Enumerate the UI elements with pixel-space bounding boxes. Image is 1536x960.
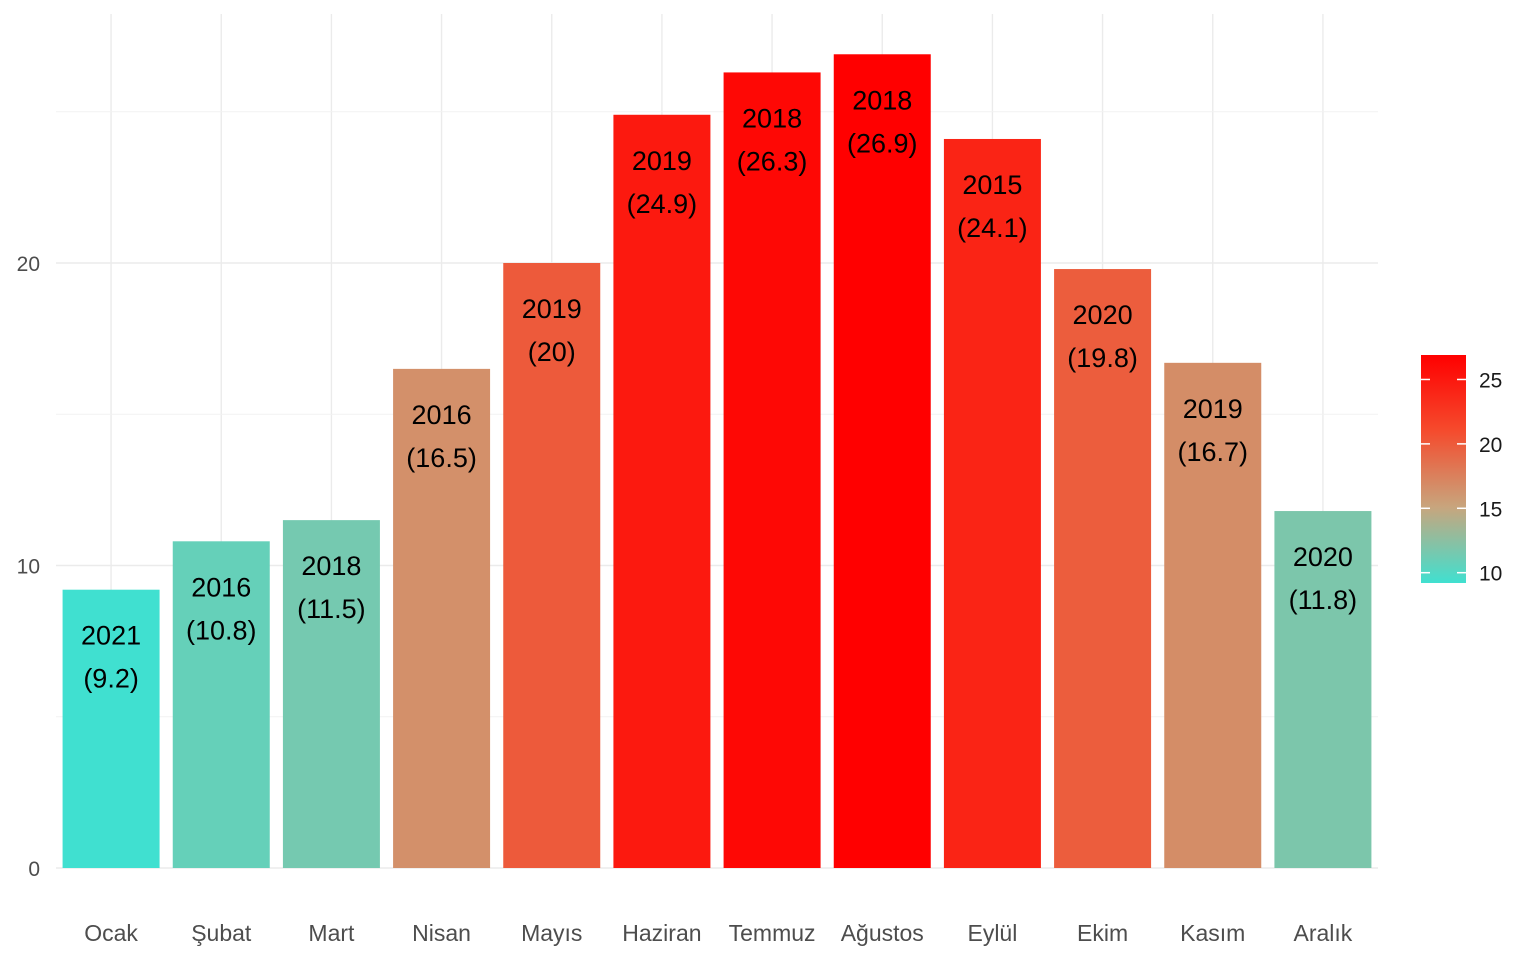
- bar-label-year: 2019: [1183, 394, 1243, 424]
- bar-5: [503, 263, 601, 868]
- x-tick-label: Ağustos: [841, 920, 924, 946]
- x-tick-label: Mayıs: [521, 920, 582, 946]
- bar-label-value: (9.2): [83, 664, 139, 694]
- x-tick-label: Temmuz: [729, 920, 816, 946]
- bar-2: [172, 541, 270, 868]
- color-legend: 10 15 20 25: [1421, 355, 1502, 586]
- colorbar-tick-label: 25: [1479, 369, 1502, 392]
- colorbar-tick-label: 10: [1479, 563, 1502, 586]
- bar-label-year: 2018: [852, 85, 912, 115]
- x-tick-label: Ocak: [84, 920, 138, 946]
- bar-label-year: 2019: [522, 294, 582, 324]
- colorbar-tick-label: 20: [1479, 434, 1502, 457]
- bar-label-year: 2015: [962, 170, 1022, 200]
- bar-10: [1054, 269, 1152, 868]
- x-tick-label: Nisan: [412, 920, 471, 946]
- bar-11: [1164, 362, 1262, 868]
- bar-label-year: 2016: [191, 572, 251, 602]
- x-tick-label: Şubat: [191, 920, 252, 946]
- bars: [62, 54, 1372, 869]
- x-tick-label: Ekim: [1077, 920, 1128, 946]
- bar-9: [943, 138, 1041, 869]
- x-tick-label: Mart: [308, 920, 355, 946]
- bar-label-year: 2020: [1073, 300, 1133, 330]
- bar-label-value: (16.7): [1177, 437, 1248, 467]
- bar-4: [393, 368, 491, 868]
- bar-3: [282, 520, 380, 868]
- bar-label-value: (11.8): [1289, 585, 1358, 615]
- bar-label-year: 2021: [81, 621, 141, 651]
- x-tick-label: Eylül: [967, 920, 1017, 946]
- y-tick-label: 20: [17, 253, 40, 276]
- colorbar: [1421, 355, 1466, 583]
- y-tick-label: 10: [17, 556, 40, 579]
- bar-label-year: 2016: [412, 400, 472, 430]
- bar-label-value: (19.8): [1067, 343, 1138, 373]
- x-axis: Ocak Şubat Mart Nisan Mayıs Haziran Temmuz Ağus…: [84, 920, 1353, 946]
- bar-label-value: (11.5): [297, 594, 366, 624]
- colorbar-tick-label: 15: [1479, 498, 1502, 521]
- bar-8: [833, 54, 931, 868]
- bar-label-year: 2018: [742, 103, 802, 133]
- bar-label-value: (16.5): [406, 443, 477, 473]
- bar-12: [1274, 511, 1372, 868]
- bar-6: [613, 114, 711, 868]
- bar-label-value: (20): [528, 337, 576, 367]
- bar-labels: 2021 (9.2) 2016 (10.8) 2018 (11.5) 2016 (16.5) 2…: [81, 85, 1357, 693]
- y-tick-label: 0: [28, 858, 40, 881]
- bar-label-year: 2019: [632, 146, 692, 176]
- bar-label-value: (26.9): [847, 128, 918, 158]
- x-tick-label: Haziran: [622, 920, 701, 946]
- bar-label-value: (26.3): [737, 146, 808, 176]
- x-tick-label: Aralık: [1294, 920, 1353, 946]
- bar-1: [62, 589, 160, 868]
- x-tick-label: Kasım: [1180, 920, 1245, 946]
- bar-label-value: (10.8): [186, 615, 257, 645]
- bar-label-value: (24.1): [957, 213, 1028, 243]
- bar-label-year: 2020: [1293, 542, 1353, 572]
- bar-label-year: 2018: [301, 551, 361, 581]
- y-axis: 0 10 20: [17, 253, 40, 881]
- bar-7: [723, 72, 821, 869]
- bar-label-value: (24.9): [627, 189, 698, 219]
